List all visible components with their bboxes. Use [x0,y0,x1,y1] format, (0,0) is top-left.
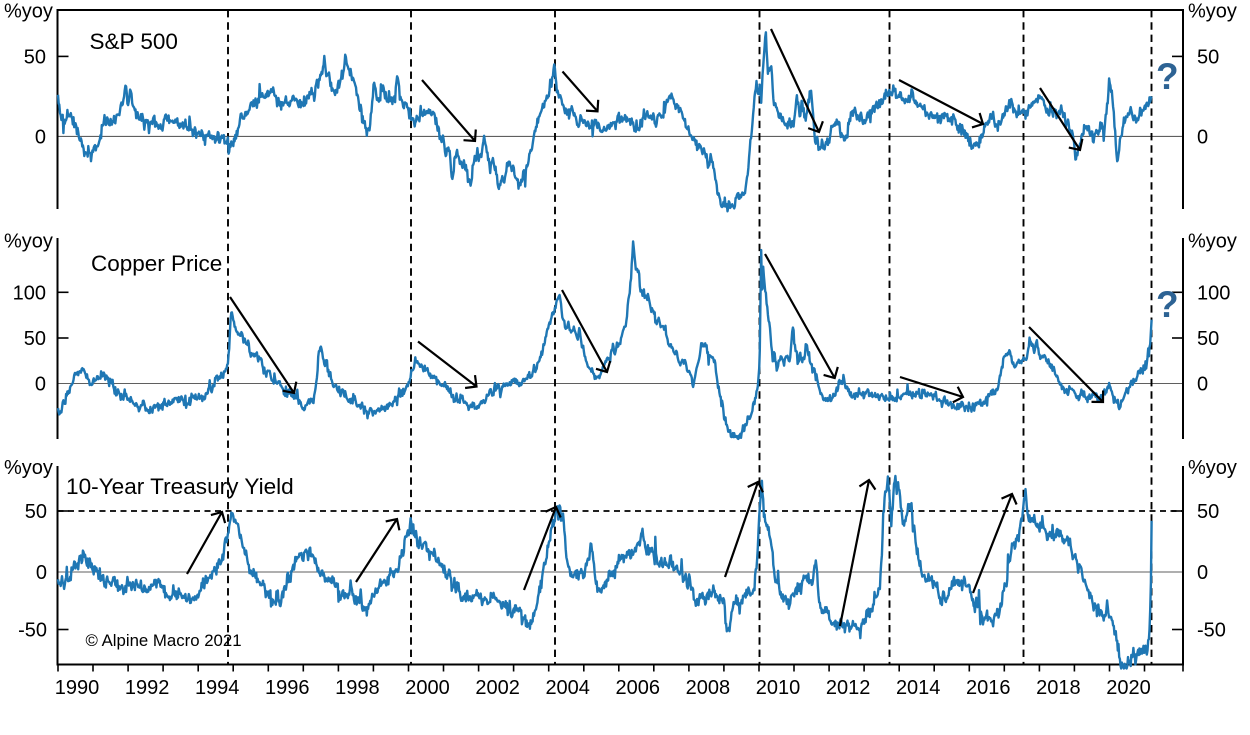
svg-text:1998: 1998 [335,677,380,699]
svg-text:1994: 1994 [195,677,240,699]
svg-text:0: 0 [36,562,47,584]
svg-text:© Alpine Macro 2021: © Alpine Macro 2021 [86,631,242,650]
svg-text:2004: 2004 [545,677,590,699]
svg-text:1992: 1992 [125,677,170,699]
svg-text:%yoy: %yoy [1188,1,1237,23]
svg-text:0: 0 [35,127,46,149]
svg-text:1996: 1996 [265,677,310,699]
svg-text:10-Year Treasury Yield: 10-Year Treasury Yield [66,474,294,499]
svg-text:50: 50 [1197,46,1219,68]
svg-text:%yoy: %yoy [1188,457,1237,479]
svg-text:2002: 2002 [475,677,520,699]
svg-text:0: 0 [1197,374,1208,396]
svg-text:%yoy: %yoy [4,457,53,479]
svg-text:2008: 2008 [686,677,731,699]
svg-text:2006: 2006 [616,677,661,699]
svg-text:2014: 2014 [896,677,941,699]
svg-text:0: 0 [1197,127,1208,149]
svg-text:0: 0 [1197,562,1208,584]
svg-text:?: ? [1156,56,1179,97]
svg-text:Copper Price: Copper Price [91,251,222,276]
svg-text:50: 50 [24,328,46,350]
svg-text:S&P 500: S&P 500 [90,29,178,54]
svg-text:1990: 1990 [55,677,100,699]
svg-text:-50: -50 [1197,620,1226,642]
svg-text:100: 100 [13,282,46,304]
svg-text:0: 0 [35,374,46,396]
svg-text:2012: 2012 [826,677,871,699]
svg-text:?: ? [1156,284,1179,325]
svg-text:2000: 2000 [405,677,450,699]
svg-text:2020: 2020 [1106,677,1151,699]
svg-text:%yoy: %yoy [4,1,53,23]
svg-text:2010: 2010 [756,677,801,699]
svg-text:%yoy: %yoy [1188,231,1237,253]
svg-text:50: 50 [1197,328,1219,350]
svg-text:-50: -50 [18,620,47,642]
svg-text:2016: 2016 [966,677,1011,699]
svg-text:50: 50 [24,46,46,68]
svg-text:%yoy: %yoy [4,231,53,253]
svg-text:100: 100 [1197,282,1230,304]
svg-text:50: 50 [1197,501,1219,523]
svg-text:50: 50 [25,501,47,523]
svg-text:2018: 2018 [1036,677,1081,699]
